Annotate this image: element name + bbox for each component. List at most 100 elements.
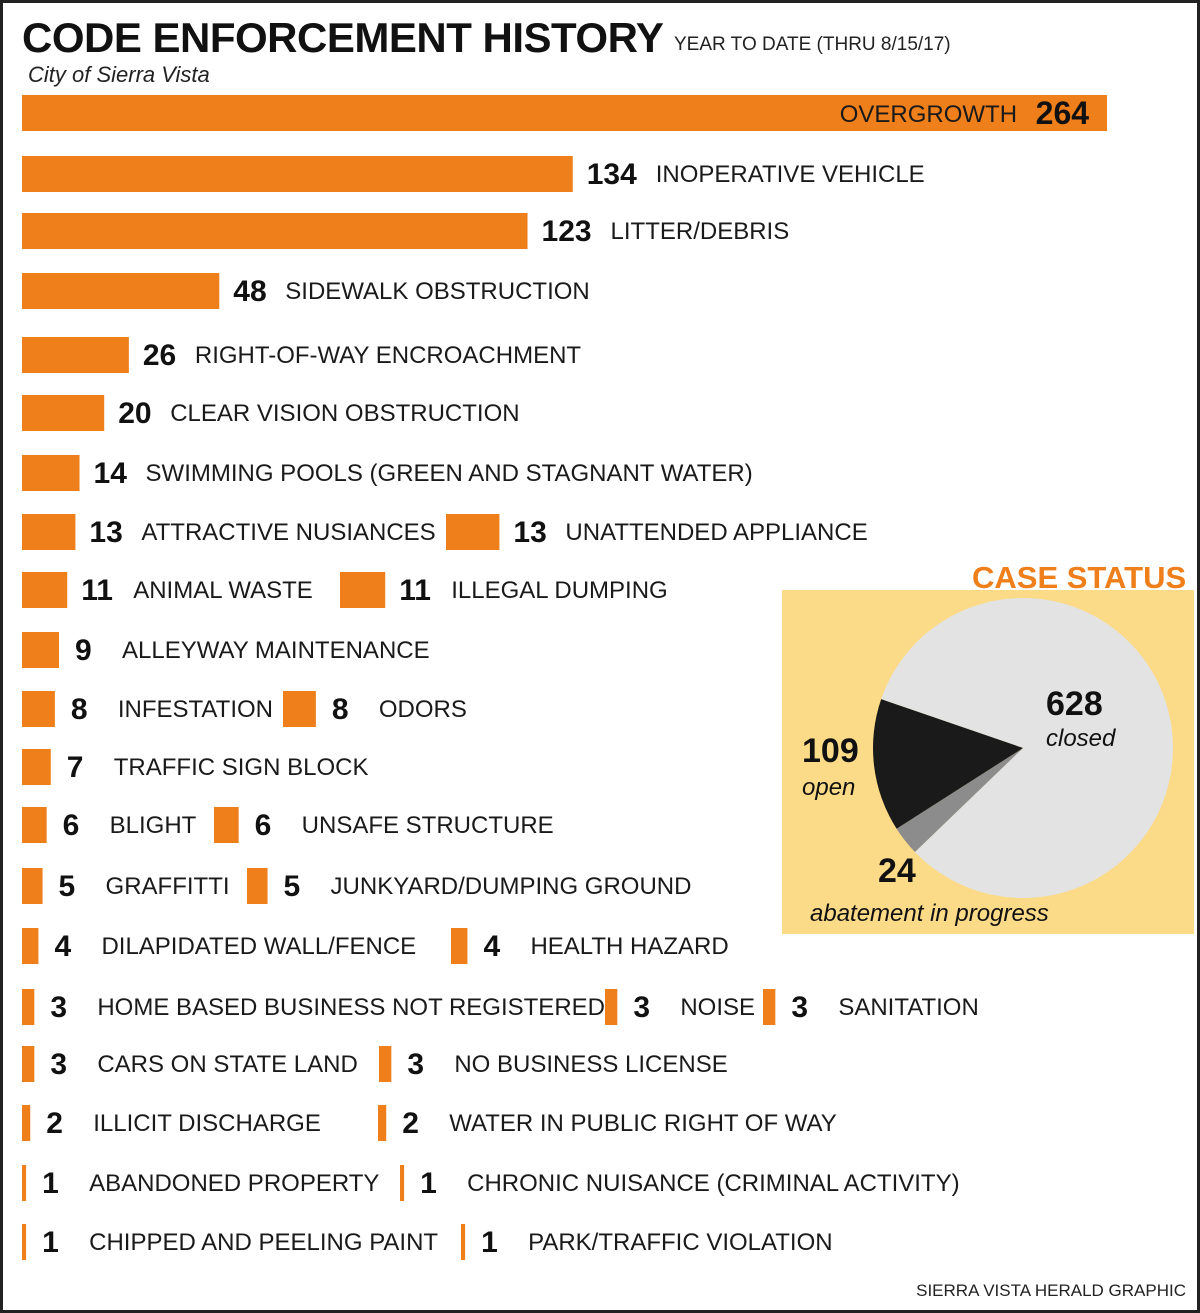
bar-infestation (22, 691, 55, 727)
bar-noise (605, 989, 618, 1025)
bar-dilapidated-wall-fence (22, 928, 39, 964)
bar-label-inoperative-vehicle: INOPERATIVE VEHICLE (656, 161, 925, 188)
bar-value-water-in-public-right-of-way: 2 (402, 1107, 419, 1140)
bar-label-cars-on-state-land: CARS ON STATE LAND (97, 1051, 357, 1078)
bar-value-abandoned-property: 1 (42, 1167, 59, 1200)
pie-slice-open (872, 699, 1023, 829)
bar-value-attractive-nusiances: 13 (89, 516, 122, 549)
bar-attractive-nusiances (22, 514, 76, 550)
bar-value-illicit-discharge: 2 (46, 1107, 63, 1140)
bar-label-illegal-dumping: ILLEGAL DUMPING (451, 577, 668, 604)
bar-label-clear-vision-obstruction: CLEAR VISION OBSTRUCTION (170, 400, 519, 427)
bar-clear-vision-obstruction (22, 395, 105, 431)
pie-slice-closed (881, 598, 1173, 898)
bar-label-animal-waste: ANIMAL WASTE (133, 577, 313, 604)
pie-label-abatement-in-progress: abatement in progress (810, 900, 1049, 927)
bar-label-noise: NOISE (680, 994, 755, 1021)
chart-subtitle: YEAR TO DATE (THRU 8/15/17) (674, 34, 951, 55)
bar-label-infestation: INFESTATION (118, 696, 273, 723)
bar-value-animal-waste: 11 (81, 574, 113, 607)
bar-value-inoperative-vehicle: 134 (587, 158, 637, 191)
bar-graffitti (22, 868, 43, 904)
bar-label-health-hazard: HEALTH HAZARD (530, 933, 728, 960)
bar-litter-debris (22, 213, 528, 249)
bar-value-park-traffic-violation: 1 (481, 1226, 498, 1259)
bar-label-overgrowth: OVERGROWTH (840, 101, 1017, 128)
bar-right-of-way-encroachment (22, 337, 129, 373)
bar-unsafe-structure (214, 807, 239, 843)
city-label: City of Sierra Vista (28, 62, 210, 87)
bar-home-based-business-not-registered (22, 989, 35, 1025)
bar-label-blight: BLIGHT (110, 812, 197, 839)
bar-label-odors: ODORS (379, 696, 467, 723)
bar-label-water-in-public-right-of-way: WATER IN PUBLIC RIGHT OF WAY (449, 1110, 837, 1137)
bar-label-home-based-business-not-registered: HOME BASED BUSINESS NOT REGISTERED (97, 994, 605, 1021)
bar-value-cars-on-state-land: 3 (50, 1048, 67, 1081)
bar-value-noise: 3 (633, 991, 650, 1024)
case-status-title: CASE STATUS (972, 560, 1187, 595)
bar-junkyard-dumping-ground (247, 868, 268, 904)
bar-sanitation (763, 989, 776, 1025)
bar-chipped-and-peeling-paint (22, 1224, 27, 1260)
bar-sidewalk-obstruction (22, 273, 220, 309)
bar-value-unattended-appliance: 13 (513, 516, 546, 549)
bar-animal-waste (22, 572, 68, 608)
graphic-credit: SIERRA VISTA HERALD GRAPHIC (916, 1281, 1186, 1300)
bar-water-in-public-right-of-way (378, 1105, 387, 1141)
bar-value-clear-vision-obstruction: 20 (118, 397, 151, 430)
bar-value-unsafe-structure: 6 (255, 809, 272, 842)
bar-value-home-based-business-not-registered: 3 (50, 991, 67, 1024)
bar-value-chipped-and-peeling-paint: 1 (42, 1226, 59, 1259)
bar-label-graffitti: GRAFFITTI (106, 873, 230, 900)
bar-label-unsafe-structure: UNSAFE STRUCTURE (302, 812, 554, 839)
bar-chronic-nuisance-criminal-activity (400, 1165, 405, 1201)
bar-unattended-appliance (446, 514, 500, 550)
bar-label-abandoned-property: ABANDONED PROPERTY (89, 1170, 379, 1197)
pie-label-open: open (802, 774, 855, 801)
bar-no-business-license (379, 1046, 392, 1082)
bar-label-alleyway-maintenance: ALLEYWAY MAINTENANCE (122, 637, 430, 664)
bar-swimming-pools-green-and-stagnant-water (22, 455, 80, 491)
bar-inoperative-vehicle (22, 156, 573, 192)
bar-label-sidewalk-obstruction: SIDEWALK OBSTRUCTION (285, 278, 589, 305)
bar-label-attractive-nusiances: ATTRACTIVE NUSIANCES (141, 519, 435, 546)
bar-park-traffic-violation (461, 1224, 466, 1260)
bar-value-litter-debris: 123 (542, 215, 592, 248)
bar-value-chronic-nuisance-criminal-activity: 1 (420, 1167, 437, 1200)
pie-value-open: 109 (802, 732, 859, 770)
bar-label-unattended-appliance: UNATTENDED APPLIANCE (565, 519, 867, 546)
pie-value-closed: 628 (1046, 685, 1103, 723)
bar-value-infestation: 8 (71, 693, 88, 726)
bar-value-sanitation: 3 (791, 991, 808, 1024)
bar-value-dilapidated-wall-fence: 4 (54, 930, 71, 963)
pie-slice-abatement-in-progress (896, 748, 1023, 853)
bar-value-traffic-sign-block: 7 (67, 751, 84, 784)
bar-value-sidewalk-obstruction: 48 (233, 275, 266, 308)
bar-value-junkyard-dumping-ground: 5 (284, 870, 301, 903)
bar-alleyway-maintenance (22, 632, 59, 668)
bar-cars-on-state-land (22, 1046, 35, 1082)
bar-illegal-dumping (340, 572, 386, 608)
bar-value-blight: 6 (63, 809, 80, 842)
bar-label-illicit-discharge: ILLICIT DISCHARGE (93, 1110, 321, 1137)
bar-label-junkyard-dumping-ground: JUNKYARD/DUMPING GROUND (331, 873, 692, 900)
bar-label-right-of-way-encroachment: RIGHT-OF-WAY ENCROACHMENT (195, 342, 582, 369)
bar-value-alleyway-maintenance: 9 (75, 634, 92, 667)
bar-label-traffic-sign-block: TRAFFIC SIGN BLOCK (114, 754, 369, 781)
bar-label-swimming-pools-green-and-stagnant-water: SWIMMING POOLS (GREEN AND STAGNANT WATER… (146, 460, 753, 487)
bar-label-no-business-license: NO BUSINESS LICENSE (454, 1051, 727, 1078)
bar-label-park-traffic-violation: PARK/TRAFFIC VIOLATION (528, 1229, 832, 1256)
bar-value-graffitti: 5 (59, 870, 76, 903)
bar-health-hazard (451, 928, 468, 964)
pie-label-closed: closed (1046, 725, 1116, 752)
chart-title: CODE ENFORCEMENT HISTORY (22, 14, 664, 61)
bar-value-no-business-license: 3 (407, 1048, 424, 1081)
bar-value-health-hazard: 4 (483, 930, 500, 963)
bar-value-swimming-pools-green-and-stagnant-water: 14 (94, 457, 128, 490)
bar-label-chronic-nuisance-criminal-activity: CHRONIC NUISANCE (CRIMINAL ACTIVITY) (467, 1170, 959, 1197)
bar-traffic-sign-block (22, 749, 51, 785)
bar-label-chipped-and-peeling-paint: CHIPPED AND PEELING PAINT (89, 1229, 438, 1256)
bar-abandoned-property (22, 1165, 27, 1201)
bar-label-dilapidated-wall-fence: DILAPIDATED WALL/FENCE (101, 933, 416, 960)
